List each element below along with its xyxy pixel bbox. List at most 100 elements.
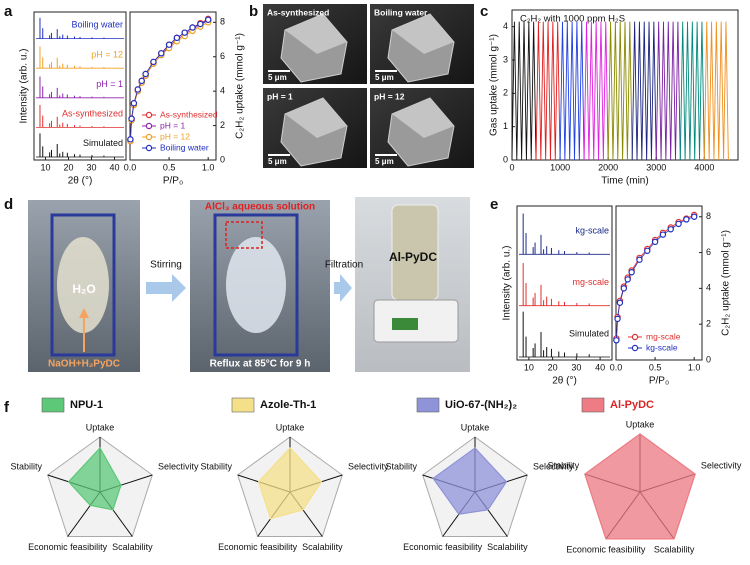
marker [667,226,674,233]
marker [620,285,628,292]
radar-area [257,447,323,520]
x-tick-label: 30 [571,362,581,372]
x-tick-label: 10 [524,362,534,372]
marker [130,100,138,107]
x-tick-label: 10 [40,162,50,172]
title-swatch [231,397,255,413]
axis-label: Scalability [112,542,153,552]
axis-label: Stability [10,462,42,472]
y-axis-label: C₂H₂ uptake (mmol g⁻¹) [235,33,246,139]
chart-title: C₂H₂ with 1000 ppm H₂S [520,14,625,25]
legend-marker [631,344,639,352]
x-tick-label: 0.0 [610,362,623,372]
y-axis-label: Gas uptake (mmol g⁻¹) [489,34,500,136]
legend-label: mg-scale [646,331,681,341]
legend-marker [145,144,153,152]
plot-frame [511,9,739,161]
x-tick-label: 40 [595,362,605,372]
legend-marker [145,122,153,130]
panel-letter: a [4,3,13,20]
marker [644,247,651,254]
crystal-face [392,98,454,138]
x-tick-label: 40 [109,162,119,172]
y-tick-label: 4 [220,86,225,96]
radar-area [584,433,696,540]
x-tick-label: 20 [548,362,558,372]
crystal-face [392,14,454,54]
reactor-vessel [57,237,109,333]
axis-label: Uptake [626,419,655,429]
balance-display [392,318,418,330]
title-swatch [581,397,605,413]
y-axis-label: Intensity (arb. u.) [502,245,513,320]
series-line [703,21,729,161]
marker [173,34,181,42]
x-tick-label: 1.0 [202,162,215,172]
x-tick-label: 0.0 [124,162,137,172]
y-tick-label: 4 [503,21,508,31]
axis-label: Uptake [86,422,115,432]
chart-title: Al-PyDC [610,399,654,411]
marker [616,299,624,306]
y-tick-label: 0 [503,154,508,164]
reactor-frame [50,213,116,357]
axis-label: Scalability [654,544,695,554]
marker [197,20,204,28]
x-axis-label: P/P₀ [163,176,183,187]
series-line [631,21,657,161]
axis-label: Selectivity [701,461,742,471]
x-tick-label: 1.0 [688,362,701,372]
x-axis-label: 2θ (°) [552,376,577,387]
panel-letter: d [4,196,13,213]
radar-area [432,447,508,515]
crystal-face [285,14,347,54]
axis-label: Economic feasibility [566,544,646,554]
arrow [146,274,186,302]
marker [189,24,196,31]
y-tick-label: 8 [706,211,711,221]
axis-label: Stability [548,461,580,471]
panel-letter: f [4,399,10,416]
process-label: NaOH+H₂PyDC [48,359,120,370]
axis-label: Stability [385,462,417,472]
pattern-label: Boiling water [71,20,123,30]
chart-title: UiO-67-(NH₂)₂ [445,399,517,411]
scale-bar-label: 5 μm [375,157,394,166]
marker [150,58,157,66]
x-tick-label: 0.5 [649,362,662,372]
sem-label: pH = 12 [374,91,405,101]
y-axis-label: Intensity (arb. u.) [19,48,30,123]
process-label: Filtration [325,260,363,271]
radar-area [67,446,122,511]
x-tick-label: 30 [86,162,96,172]
y-tick-label: 4 [706,283,711,293]
series-line [511,21,537,161]
plot-frame [33,11,127,161]
arrow [334,274,352,302]
legend-label: kg-scale [646,342,678,352]
y-tick-label: 1 [503,121,508,131]
sem-label: As-synthesized [267,7,329,17]
scale-bar-label: 5 μm [268,73,287,82]
axis-label: Uptake [276,422,305,432]
pattern-label: pH = 12 [91,49,123,59]
chart-title: NPU-1 [70,399,103,411]
pattern-label: pH = 1 [96,79,123,89]
panel-letter: e [490,196,498,213]
legend-marker [145,111,153,119]
marker [614,315,621,323]
x-tick-label: 0 [509,162,514,172]
pattern-label: kg-scale [575,226,609,236]
axis-label: Scalability [302,542,343,552]
y-tick-label: 2 [503,88,508,98]
plot-frame [516,205,613,361]
x-tick-label: 4000 [694,162,714,172]
y-axis-label: C₂H₂ uptake (mmol g⁻¹) [721,230,732,336]
y-tick-label: 8 [220,17,225,27]
y-tick-label: 2 [220,120,225,130]
x-tick-label: 2000 [598,162,618,172]
y-tick-label: 0 [706,354,711,364]
x-axis-label: 2θ (°) [68,176,93,187]
process-label: Stirring [150,260,182,271]
